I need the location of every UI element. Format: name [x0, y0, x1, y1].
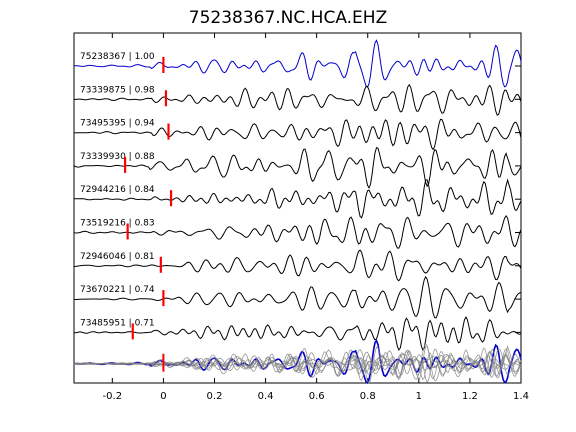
axes-frame	[73, 32, 522, 384]
x-tick-label: 1.2	[462, 391, 478, 402]
trace-line	[73, 178, 522, 219]
trace-line	[73, 118, 522, 151]
trace-label: 73670221 | 0.74	[80, 285, 155, 295]
trace-label: 72944216 | 0.84	[80, 185, 155, 195]
x-tick-label: 1	[416, 391, 422, 402]
trace-label: 73519216 | 0.83	[80, 219, 155, 229]
trace-line	[73, 39, 522, 89]
x-tick-label: 0.4	[258, 391, 274, 402]
x-tick-label: -0.2	[103, 391, 123, 402]
stack-trace	[73, 345, 522, 382]
trace-label: 73485951 | 0.71	[80, 318, 155, 328]
x-tick-label: 0.2	[207, 391, 223, 402]
stack-trace	[73, 339, 522, 385]
trace-line	[73, 147, 522, 190]
chart-title: 75238367.NC.HCA.EHZ	[188, 8, 388, 28]
trace-line	[73, 83, 522, 116]
trace-label: 75238367 | 1.00	[80, 52, 155, 62]
trace-label: 73339930 | 0.88	[80, 152, 155, 162]
x-tick-label: 1.4	[513, 391, 529, 402]
trace-line	[73, 249, 522, 282]
trace-label: 73495395 | 0.94	[80, 119, 155, 129]
trace-label: 73339875 | 0.98	[80, 85, 155, 95]
stack-trace	[74, 351, 522, 380]
x-tick-label: 0.8	[360, 391, 376, 402]
trace-label: 72946046 | 0.81	[80, 252, 155, 262]
trace-line	[74, 316, 522, 352]
trace-line	[73, 275, 522, 319]
trace-line	[73, 214, 522, 249]
x-tick-label: 0	[160, 391, 166, 402]
stack-trace	[74, 349, 522, 381]
x-tick-label: 0.6	[309, 391, 325, 402]
stack-trace	[73, 346, 522, 385]
